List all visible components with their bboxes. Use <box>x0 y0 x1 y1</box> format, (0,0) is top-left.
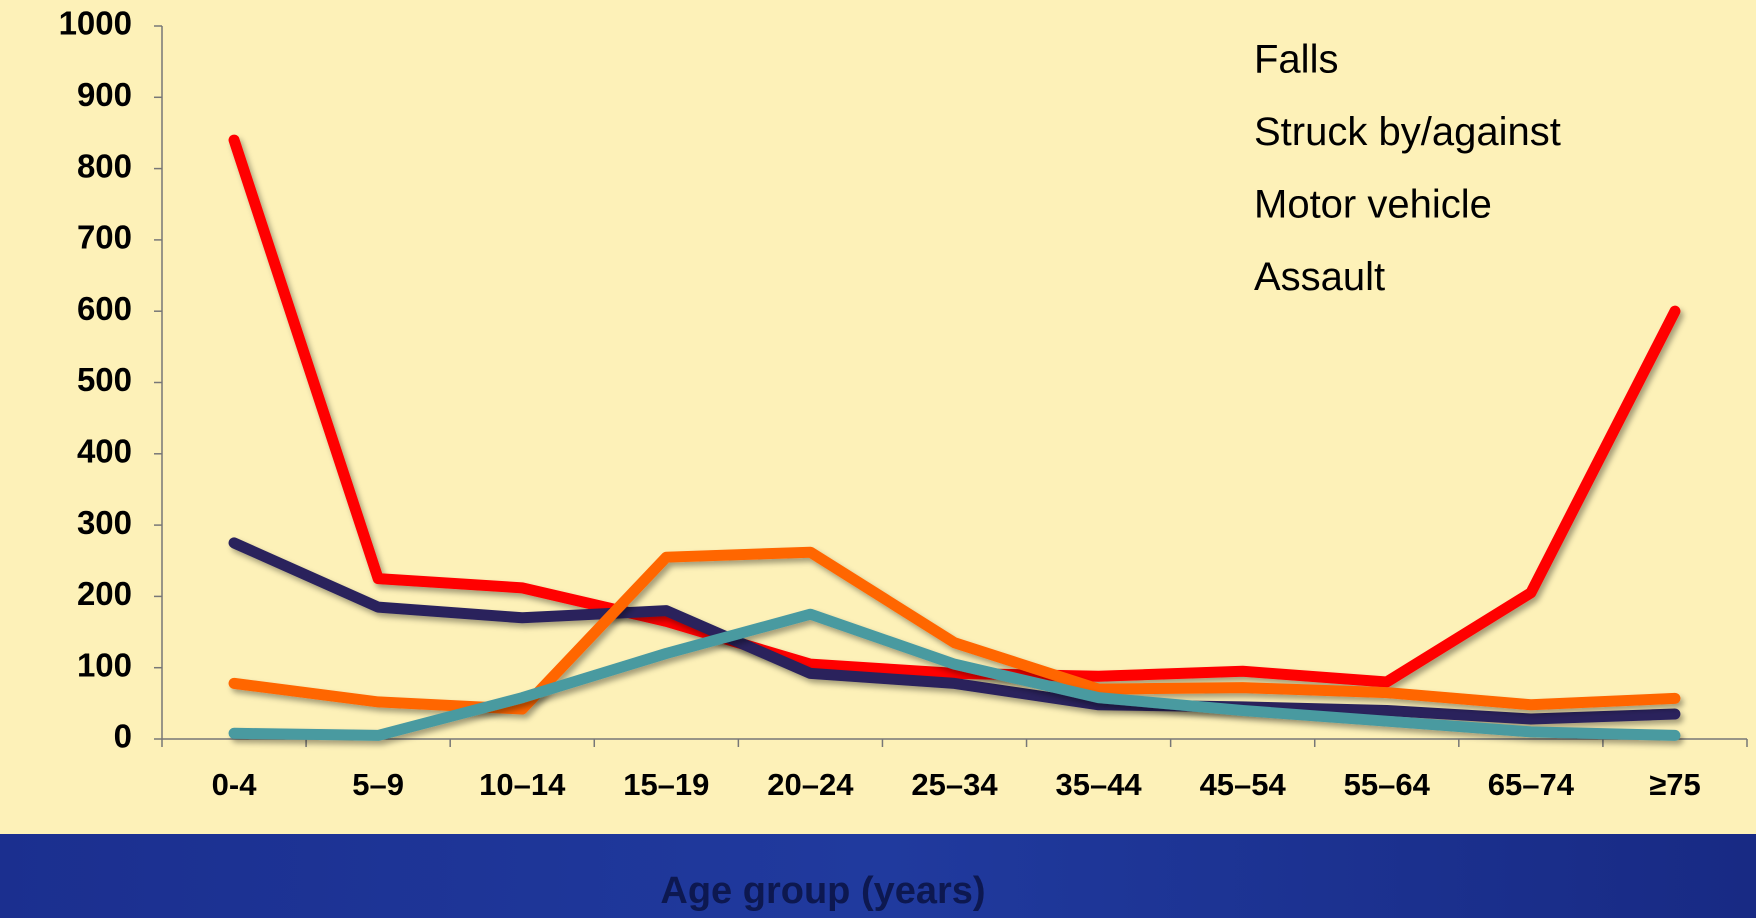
x-tick-label: 35–44 <box>1055 767 1142 802</box>
y-tick-label: 200 <box>77 575 132 612</box>
y-tick-label: 0 <box>114 718 132 755</box>
footer-band <box>0 834 1756 918</box>
legend-label: Assault <box>1254 255 1385 299</box>
y-tick-label: 300 <box>77 504 132 541</box>
y-tick-label: 900 <box>77 76 132 113</box>
x-tick-label: 5–9 <box>352 767 404 802</box>
y-tick-label: 700 <box>77 219 132 256</box>
y-tick-label: 1000 <box>59 5 132 42</box>
y-tick-label: 400 <box>77 433 132 470</box>
y-tick-label: 800 <box>77 147 132 184</box>
x-tick-label: 55–64 <box>1344 767 1431 802</box>
x-tick-label: 25–34 <box>911 767 998 802</box>
y-tick-label: 600 <box>77 290 132 327</box>
x-axis-label: Age group (years) <box>660 870 985 912</box>
x-tick-label: 0-4 <box>212 767 258 802</box>
x-tick-label: 45–54 <box>1200 767 1287 802</box>
x-tick-label: 65–74 <box>1488 767 1575 802</box>
x-tick-label: 15–19 <box>623 767 709 802</box>
x-tick-label: ≥75 <box>1649 767 1701 802</box>
series-line <box>228 608 1681 741</box>
series-line <box>228 134 1681 688</box>
legend-label: Motor vehicle <box>1254 183 1492 227</box>
legend-label: Struck by/against <box>1254 110 1561 154</box>
y-tick-label: 100 <box>77 646 132 683</box>
legend-label: Falls <box>1254 38 1338 82</box>
series-line <box>228 537 1681 725</box>
x-tick-label: 10–14 <box>479 767 566 802</box>
y-tick-label: 500 <box>77 361 132 398</box>
x-tick-label: 20–24 <box>767 767 854 802</box>
